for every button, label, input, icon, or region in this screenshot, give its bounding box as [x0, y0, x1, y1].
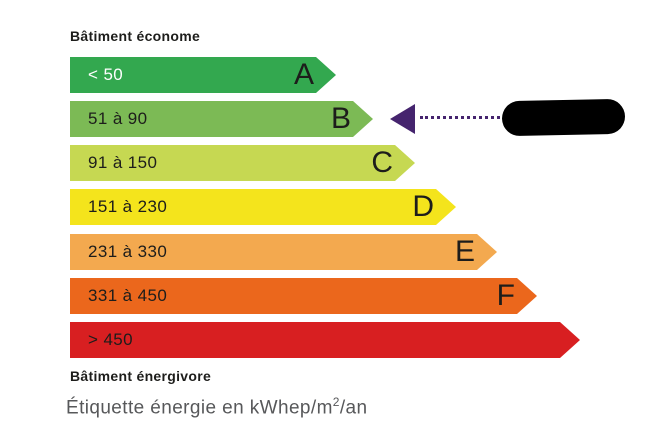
- selection-arrow-icon: [390, 104, 415, 134]
- energy-class-bar-f: 331 à 450 F: [70, 278, 537, 314]
- energy-class-letter: C: [371, 146, 393, 179]
- energy-class-letter: D: [412, 190, 434, 223]
- energy-class-letter: F: [496, 279, 515, 312]
- caption-superscript: 2: [332, 395, 340, 409]
- energy-class-bar-a: < 50 A: [70, 57, 336, 93]
- energy-class-letter: E: [454, 235, 475, 268]
- energy-class-letter: B: [330, 102, 351, 135]
- redacted-value-blob: [501, 98, 626, 137]
- energy-class-bar-g: > 450: [70, 322, 580, 358]
- energy-range-label: 331 à 450: [88, 286, 168, 305]
- energy-intensive-building-label: Bâtiment énergivore: [70, 368, 212, 384]
- energy-range-label: 91 à 150: [88, 153, 158, 172]
- energy-class-letter: A: [293, 58, 314, 91]
- energy-class-bar-d: 151 à 230 D: [70, 189, 456, 225]
- caption-suffix: /an: [339, 397, 368, 419]
- energy-range-label: 151 à 230: [88, 197, 168, 216]
- chart-caption: Étiquette énergie en kWhep/m2/an: [66, 395, 368, 419]
- energy-range-label: 51 à 90: [88, 109, 148, 128]
- selection-dotted-line: [420, 116, 500, 119]
- energy-class-bar-b: 51 à 90 B: [70, 101, 373, 137]
- energy-range-label: < 50: [88, 65, 124, 84]
- caption-prefix: Étiquette énergie en kWhep/m: [66, 397, 333, 419]
- energy-class-bar-e: 231 à 330 E: [70, 234, 497, 270]
- energy-range-label: 231 à 330: [88, 242, 168, 261]
- economical-building-label: Bâtiment économe: [70, 28, 201, 44]
- energy-range-label: > 450: [88, 330, 134, 349]
- energy-class-bar-c: 91 à 150 C: [70, 145, 415, 181]
